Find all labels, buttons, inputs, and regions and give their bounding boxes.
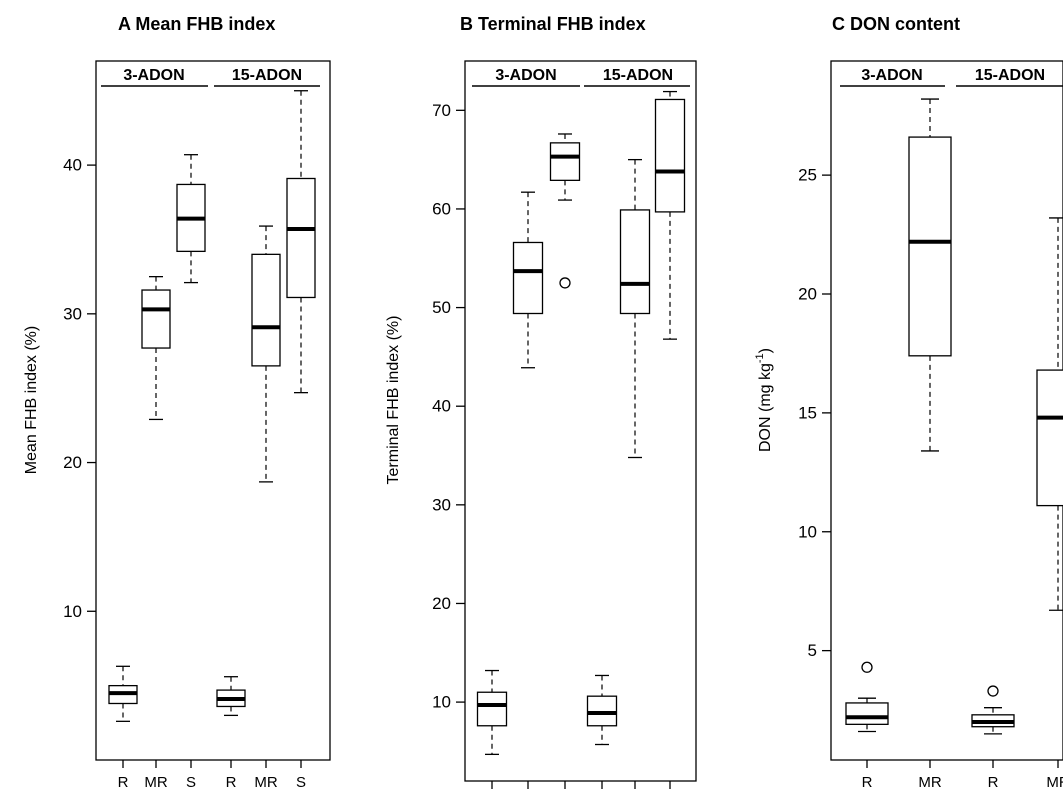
panel-c-y-tick-label: 20 <box>798 285 817 304</box>
panel-a-x-tick-label: MR <box>144 774 167 791</box>
panel-b-y-tick-label: 40 <box>432 397 451 416</box>
panel-b-y-tick-label: 20 <box>432 594 451 613</box>
panel-b-group-label: 15-ADON <box>603 67 673 84</box>
panel-a-box <box>286 177 316 299</box>
panel-c-y-tick-label: 15 <box>798 403 817 422</box>
panel-c-y-label-end: ) <box>757 348 774 353</box>
panel-b-y-tick-label: 50 <box>432 298 451 317</box>
panel-c-x-tick-label: R <box>988 774 999 791</box>
panel-c-title: C DON content <box>832 14 960 34</box>
panel-a-y-label: Mean FHB index (%) <box>23 326 40 475</box>
panel-a-group-label: 3-ADON <box>123 67 184 84</box>
panel-c-plot: 5 10 15 20 25 3-ADON 15-ADON R MR R MR <box>798 60 1063 791</box>
panel-c-group-label: 15-ADON <box>975 67 1045 84</box>
panel-b-box <box>549 142 581 181</box>
panel-a-x-tick-label: S <box>186 774 196 791</box>
panel-c-outlier <box>861 661 873 673</box>
panel-a-y-tick-label: 10 <box>63 602 82 621</box>
panel-c-y-label: DON (mg kg-1) <box>754 348 774 452</box>
panel-a-x-tick-label: S <box>296 774 306 791</box>
panel-b-box <box>476 691 508 727</box>
panel-b-y-tick-label: 70 <box>432 101 451 120</box>
panel-b-box <box>654 98 686 213</box>
panel-c-frame <box>830 60 1063 761</box>
panel-a-plot: 10 20 30 40 3-ADON 15-ADON R MR S R MR S <box>63 60 331 791</box>
panel-a-box <box>251 253 281 367</box>
panel-a: A Mean FHB index Mean FHB index (%) 10 20… <box>23 14 331 791</box>
panel-b-box <box>512 241 544 315</box>
panel-c-group-label: 3-ADON <box>861 67 922 84</box>
panel-b-y-tick-label: 30 <box>432 495 451 514</box>
panel-c-y-label-sup: -1 <box>754 353 766 363</box>
panel-a-x-tick-label: R <box>226 774 237 791</box>
panel-c-box <box>908 136 952 357</box>
panel-a-group-label: 15-ADON <box>232 67 302 84</box>
panel-c-x-tick-label: R <box>862 774 873 791</box>
panel-a-frame <box>95 60 331 761</box>
panel-a-y-tick-label: 20 <box>63 453 82 472</box>
panel-c-y-tick-label: 5 <box>808 641 817 660</box>
panel-c-outlier <box>987 685 999 697</box>
panel-b: B Terminal FHB index Terminal FHB index … <box>385 14 697 789</box>
panel-b-box <box>619 209 651 315</box>
panel-c-box <box>1036 369 1063 507</box>
panel-b-y-tick-label: 10 <box>432 693 451 712</box>
panel-a-x-tick-label: MR <box>254 774 277 791</box>
panel-b-group-label: 3-ADON <box>495 67 556 84</box>
panel-b-y-tick-label: 60 <box>432 199 451 218</box>
panel-c-y-label-main: DON (mg kg <box>757 363 774 452</box>
panel-a-x-tick-label: R <box>118 774 129 791</box>
panel-a-y-tick-label: 40 <box>63 156 82 175</box>
panel-c-x-tick-label: MR <box>918 774 941 791</box>
panel-b-y-label: Terminal FHB index (%) <box>385 316 402 485</box>
panel-c-y-tick-label: 25 <box>798 166 817 185</box>
panel-c-x-tick-label: MR <box>1046 774 1063 791</box>
panel-c-y-tick-label: 10 <box>798 522 817 541</box>
panel-b-title: B Terminal FHB index <box>460 14 646 34</box>
panel-b-outlier <box>559 277 571 289</box>
panel-a-y-tick-label: 30 <box>63 304 82 323</box>
panel-b-frame <box>464 60 697 782</box>
panel-c-box <box>845 702 889 725</box>
panel-a-title: A Mean FHB index <box>118 14 275 34</box>
panel-a-box <box>141 289 171 349</box>
panel-c: C DON content DON (mg kg-1) 5 10 15 20 25 3-A… <box>754 14 1063 791</box>
